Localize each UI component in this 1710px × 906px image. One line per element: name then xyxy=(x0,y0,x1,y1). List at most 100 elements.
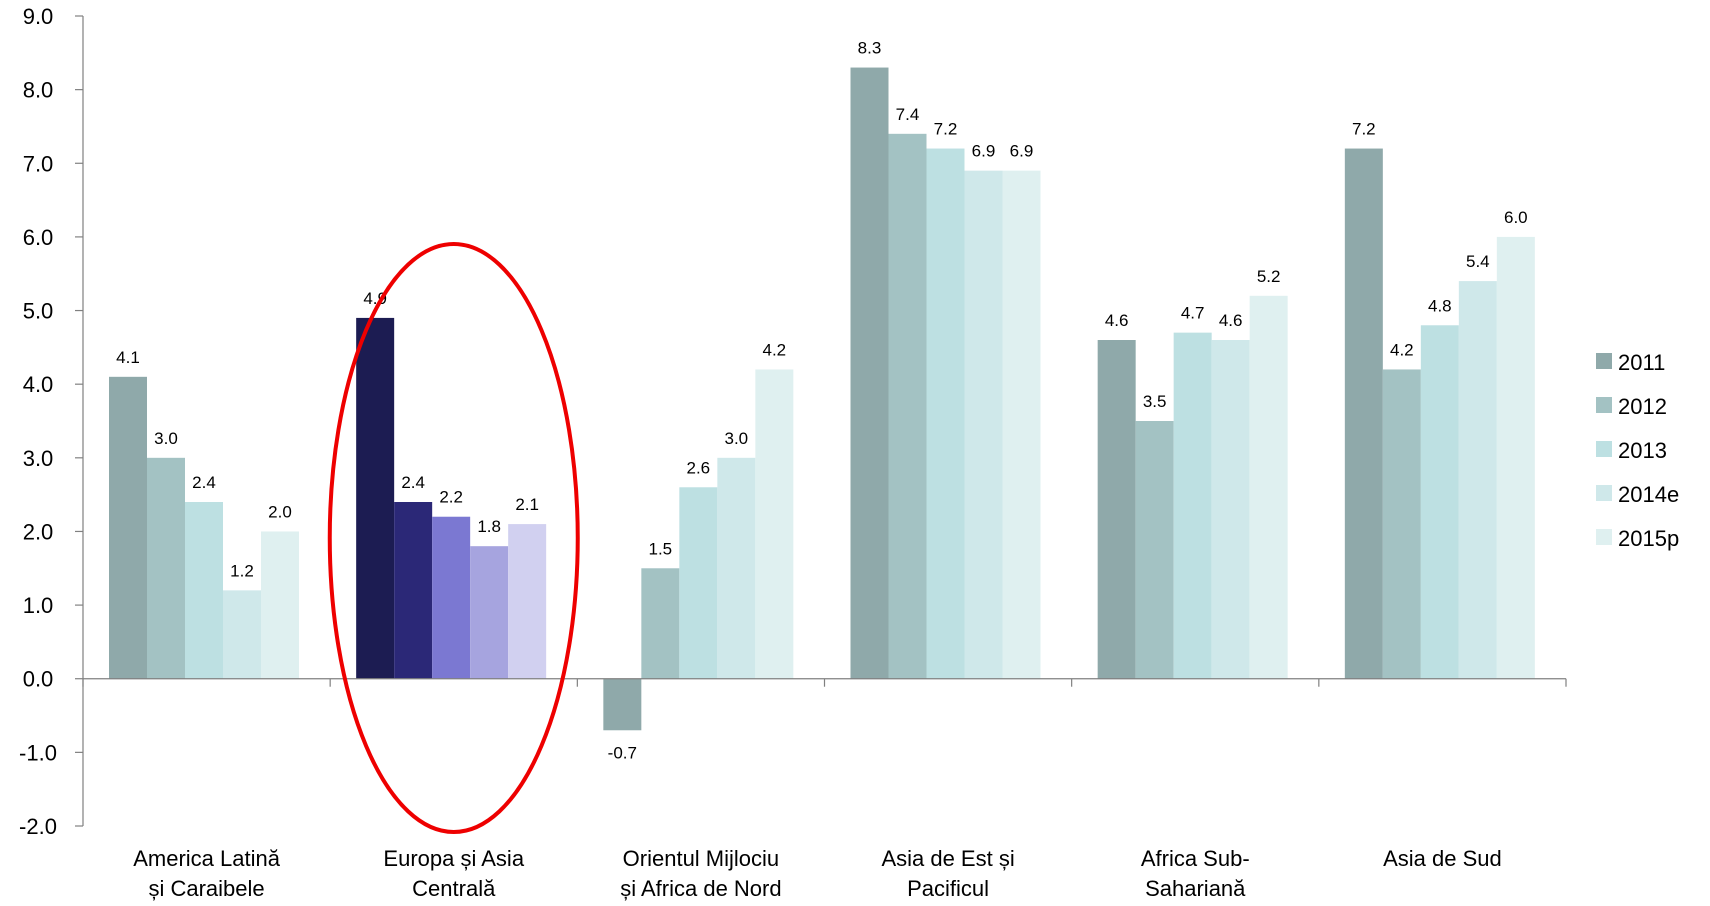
bar xyxy=(109,376,147,679)
data-label: 1.8 xyxy=(477,517,501,536)
y-tick-label: 2.0 xyxy=(23,519,54,544)
bar xyxy=(1002,170,1041,679)
y-tick-label: 8.0 xyxy=(23,78,54,103)
data-label: 7.2 xyxy=(934,120,958,139)
legend: 2011 2012 2013 2014e 2015p xyxy=(1596,350,1679,551)
x-axis xyxy=(82,678,1567,687)
legend-label: 2013 xyxy=(1618,438,1667,463)
category-labels-group: America Latină și Caraibele Europa și Asia… xyxy=(133,846,1502,901)
category-label: Asia de Est și xyxy=(881,846,1014,871)
bar xyxy=(394,502,433,679)
y-tick-label: 3.0 xyxy=(23,446,54,471)
legend-label: 2012 xyxy=(1618,394,1667,419)
data-label: 6.9 xyxy=(972,142,996,161)
legend-swatch xyxy=(1596,397,1612,413)
data-label: 3.0 xyxy=(725,429,749,448)
data-label: 4.7 xyxy=(1181,304,1205,323)
data-labels-group: 4.14.9-0.78.34.67.23.02.41.57.43.54.22.4… xyxy=(116,39,1527,763)
y-tick-label: -1.0 xyxy=(19,740,57,765)
y-tick-label: 4.0 xyxy=(23,372,54,397)
bar xyxy=(964,170,1003,679)
bar xyxy=(926,148,965,679)
data-label: 2.4 xyxy=(401,473,425,492)
data-label: 1.5 xyxy=(649,539,673,558)
bar xyxy=(185,502,223,679)
category-label: și Africa de Nord xyxy=(620,876,781,901)
bar xyxy=(470,546,509,679)
category-label: Europa și Asia xyxy=(383,846,524,871)
bar xyxy=(717,457,756,679)
data-label: 7.4 xyxy=(896,105,920,124)
y-tick-label: 5.0 xyxy=(23,299,54,324)
legend-swatch xyxy=(1596,485,1612,501)
category-label: Africa Sub- xyxy=(1141,846,1250,871)
bar xyxy=(850,67,889,679)
data-label: 3.0 xyxy=(154,429,178,448)
data-label: -0.7 xyxy=(608,743,637,762)
bar xyxy=(755,369,794,679)
bar xyxy=(1420,325,1459,679)
data-label: 2.2 xyxy=(439,488,463,507)
bar xyxy=(1249,295,1288,679)
data-label: 3.5 xyxy=(1143,392,1167,411)
data-label: 8.3 xyxy=(858,39,882,58)
bar xyxy=(1211,340,1250,679)
category-label: Orientul Mijlociu xyxy=(623,846,780,871)
legend-swatch xyxy=(1596,353,1612,369)
data-label: 4.1 xyxy=(116,348,140,367)
bar xyxy=(1458,281,1497,679)
data-label: 4.8 xyxy=(1428,296,1452,315)
data-label: 4.2 xyxy=(1390,340,1414,359)
data-label: 2.6 xyxy=(687,458,711,477)
bar xyxy=(147,457,185,679)
bar xyxy=(1135,421,1174,679)
legend-label: 2011 xyxy=(1618,350,1665,375)
bar xyxy=(888,133,927,679)
data-label: 4.6 xyxy=(1105,311,1129,330)
data-label: 4.6 xyxy=(1219,311,1243,330)
data-label: 7.2 xyxy=(1352,120,1376,139)
category-label: Centrală xyxy=(412,876,496,901)
category-label: America Latină xyxy=(133,846,281,871)
bar xyxy=(1344,148,1383,679)
bar xyxy=(1097,340,1136,679)
y-tick-label: 7.0 xyxy=(23,151,54,176)
legend-swatch xyxy=(1596,529,1612,545)
bar xyxy=(508,524,547,679)
bars-group xyxy=(109,67,1535,731)
y-tick-label: 1.0 xyxy=(23,593,54,618)
bar xyxy=(1496,236,1535,679)
bar xyxy=(261,531,299,679)
bar xyxy=(356,317,395,679)
y-tick-label: 9.0 xyxy=(23,4,54,29)
data-label: 5.4 xyxy=(1466,252,1490,271)
data-label: 1.2 xyxy=(230,561,254,580)
bar xyxy=(1382,369,1421,679)
legend-label: 2015p xyxy=(1618,526,1679,551)
y-tick-label: -2.0 xyxy=(19,814,57,839)
bar xyxy=(1173,332,1212,679)
highlight-ellipse xyxy=(327,242,580,834)
category-label: Asia de Sud xyxy=(1383,846,1502,871)
legend-swatch xyxy=(1596,441,1612,457)
category-label: Pacificul xyxy=(907,876,989,901)
data-label: 2.1 xyxy=(515,495,539,514)
y-axis: 9.0 8.0 7.0 6.0 5.0 4.0 3.0 2.0 1.0 0.0 -1.0 -2.0 xyxy=(19,4,84,839)
bar xyxy=(641,568,680,679)
bar xyxy=(432,516,471,679)
highlight-annotation xyxy=(327,242,580,834)
data-label: 2.4 xyxy=(192,473,216,492)
bar xyxy=(679,487,718,679)
legend-label: 2014e xyxy=(1618,482,1679,507)
data-label: 5.2 xyxy=(1257,267,1281,286)
bar xyxy=(223,590,261,679)
y-tick-label: 0.0 xyxy=(23,667,54,692)
category-label: și Caraibele xyxy=(148,876,264,901)
bar xyxy=(603,678,642,731)
data-label: 6.0 xyxy=(1504,208,1528,227)
data-label: 4.2 xyxy=(763,340,787,359)
data-label: 2.0 xyxy=(268,502,292,521)
y-tick-label: 6.0 xyxy=(23,225,54,250)
category-label: Sahariană xyxy=(1145,876,1246,901)
